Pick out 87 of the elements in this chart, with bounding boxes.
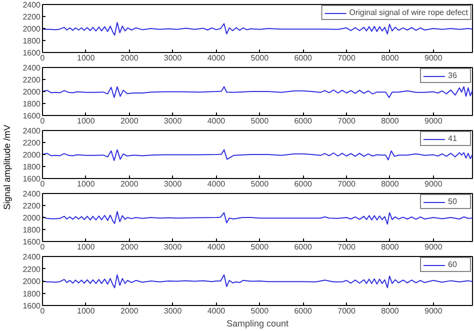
- y-tick-label: 1600: [22, 48, 42, 58]
- x-tick-label: 1000: [77, 242, 96, 252]
- x-tick-label: 9000: [424, 180, 443, 188]
- line-series: [42, 22, 472, 36]
- x-tick-label: 7000: [338, 242, 356, 252]
- x-tick-label: 5000: [250, 306, 270, 316]
- y-tick-label: 2400: [22, 190, 42, 198]
- x-tick-label: 0: [40, 306, 46, 316]
- legend-label: 36: [448, 71, 458, 80]
- x-tick-label: 4000: [207, 180, 226, 188]
- x-tick-label: 2000: [120, 116, 139, 126]
- x-tick-label: 3000: [164, 180, 182, 188]
- x-tick-label: 1000: [77, 116, 96, 126]
- y-tick-label: 1800: [22, 36, 42, 46]
- x-axis-title: Sampling count: [226, 318, 290, 328]
- x-tick-label: 9000: [424, 242, 443, 252]
- y-tick-label: 2400: [22, 64, 42, 72]
- x-tick-label: 6000: [294, 116, 313, 126]
- y-tick-label: 2200: [22, 12, 42, 22]
- x-tick-label: 6000: [294, 306, 313, 316]
- line-series: [42, 274, 472, 288]
- y-axis-title: Signal amplitude /mV: [2, 124, 12, 210]
- line-series: [42, 86, 472, 98]
- x-tick-label: 1000: [77, 54, 96, 62]
- y-tick-label: 1800: [22, 100, 42, 108]
- x-tick-label: 4000: [207, 116, 226, 126]
- x-tick-label: 6000: [294, 54, 313, 62]
- y-tick-label: 1600: [22, 238, 42, 246]
- x-tick-label: 2000: [120, 242, 139, 252]
- x-tick-label: 7000: [338, 116, 356, 126]
- x-tick-label: 4000: [207, 306, 226, 316]
- x-tick-label: 5000: [250, 116, 270, 126]
- x-tick-label: 3000: [164, 116, 182, 126]
- y-tick-label: 2000: [22, 214, 42, 222]
- y-tick-label: 1600: [22, 174, 42, 184]
- x-tick-label: 3000: [164, 306, 182, 316]
- x-tick-label: 0: [40, 242, 46, 252]
- y-tick-label: 2200: [22, 202, 42, 210]
- y-tick-label: 2000: [22, 24, 42, 34]
- y-tick-label: 1800: [22, 226, 42, 234]
- x-tick-label: 5000: [250, 54, 270, 62]
- x-tick-label: 3000: [164, 54, 182, 62]
- x-tick-label: 2000: [120, 306, 139, 316]
- x-tick-label: 1000: [77, 180, 96, 188]
- y-tick-label: 1600: [22, 112, 42, 120]
- line-series: [42, 211, 472, 225]
- x-tick-label: 5000: [250, 180, 270, 188]
- x-tick-label: 1000: [77, 306, 96, 316]
- legend-label: 50: [448, 197, 458, 206]
- x-tick-label: 8000: [381, 116, 400, 126]
- y-tick-label: 1800: [22, 162, 42, 172]
- x-tick-label: 6000: [294, 180, 313, 188]
- x-tick-label: 9000: [424, 54, 443, 62]
- x-tick-label: 8000: [381, 180, 400, 188]
- x-tick-label: 5000: [250, 242, 270, 252]
- x-tick-label: 0: [40, 54, 46, 62]
- x-tick-label: 4000: [207, 242, 226, 252]
- y-tick-label: 2000: [22, 150, 42, 160]
- x-tick-label: 4000: [207, 54, 226, 62]
- x-tick-label: 0: [40, 116, 46, 126]
- x-tick-label: 7000: [338, 54, 356, 62]
- legend-label: Original signal of wire rope defect: [349, 8, 468, 17]
- y-tick-label: 2400: [22, 126, 42, 136]
- x-tick-label: 2000: [120, 180, 139, 188]
- x-tick-label: 8000: [381, 306, 400, 316]
- y-tick-label: 2200: [22, 264, 42, 274]
- x-tick-label: 7000: [338, 180, 356, 188]
- line-series: [42, 149, 472, 161]
- x-tick-label: 9000: [424, 116, 443, 126]
- y-tick-label: 2200: [22, 76, 42, 84]
- y-tick-label: 2000: [22, 88, 42, 96]
- legend-label: 60: [448, 260, 458, 269]
- y-tick-label: 2400: [22, 252, 42, 262]
- y-tick-label: 1800: [22, 289, 42, 298]
- x-tick-label: 8000: [381, 242, 400, 252]
- y-tick-label: 1600: [22, 302, 42, 310]
- x-tick-label: 9000: [424, 306, 443, 316]
- x-tick-label: 3000: [164, 242, 182, 252]
- x-tick-label: 6000: [294, 242, 313, 252]
- y-tick-label: 2400: [22, 0, 42, 10]
- y-tick-label: 2000: [22, 277, 42, 286]
- x-tick-label: 0: [40, 180, 46, 188]
- y-tick-label: 2200: [22, 138, 42, 148]
- x-tick-label: 8000: [381, 54, 400, 62]
- legend-label: 41: [448, 134, 458, 143]
- x-tick-label: 7000: [338, 306, 356, 316]
- x-tick-label: 2000: [120, 54, 139, 62]
